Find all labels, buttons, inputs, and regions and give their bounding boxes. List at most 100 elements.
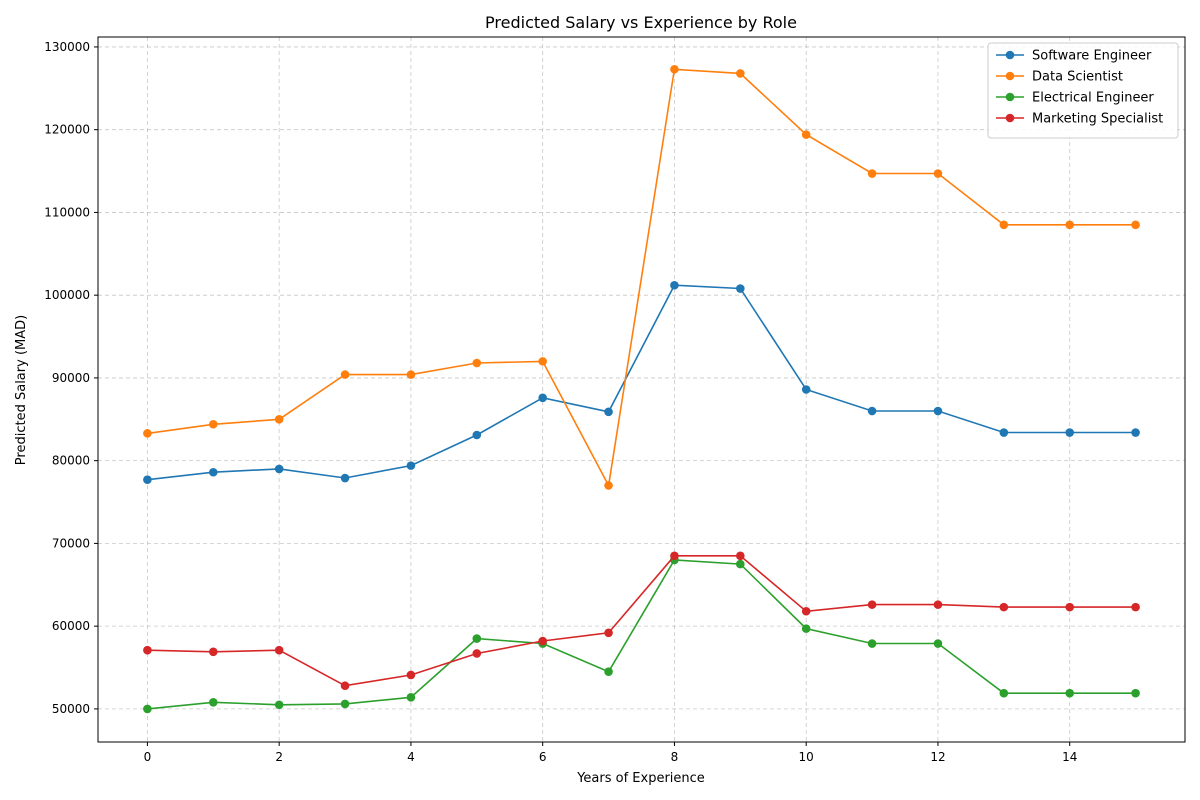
data-point-marketing-specialist (472, 649, 482, 658)
legend-swatch-marker (1005, 50, 1015, 60)
data-point-data-scientist (670, 64, 679, 74)
data-point-software-engineer (274, 464, 284, 474)
data-point-data-scientist (274, 414, 284, 424)
data-point-marketing-specialist (801, 606, 811, 616)
y-tick-label: 70000 (52, 536, 90, 550)
series-marketing-specialist (143, 551, 1140, 691)
data-point-data-scientist (604, 481, 613, 490)
chart-title: Predicted Salary vs Experience by Role (485, 13, 797, 32)
data-point-electrical-engineer (406, 693, 416, 702)
legend-swatch-marker (1005, 92, 1015, 102)
data-point-software-engineer (406, 461, 416, 470)
legend-entry-marketing-specialist: Marketing Specialist (996, 112, 1163, 127)
legend-label: Electrical Engineer (1032, 91, 1154, 106)
y-tick-label: 100000 (44, 288, 90, 302)
x-tick-label: 6 (539, 750, 547, 764)
data-point-electrical-engineer (274, 700, 284, 710)
data-point-marketing-specialist (406, 670, 416, 680)
legend-entry-data-scientist: Data Scientist (996, 70, 1123, 85)
data-point-electrical-engineer (867, 639, 877, 648)
data-point-data-scientist (867, 169, 877, 178)
data-point-electrical-engineer (604, 667, 613, 676)
data-point-electrical-engineer (999, 688, 1009, 698)
legend-swatch-marker (1005, 71, 1015, 81)
data-point-electrical-engineer (801, 624, 811, 633)
series-line-electrical-engineer (147, 559, 1136, 710)
data-point-electrical-engineer (208, 697, 218, 707)
data-point-software-engineer (340, 473, 350, 483)
data-point-software-engineer (801, 385, 811, 394)
data-point-data-scientist (340, 370, 350, 379)
data-point-software-engineer (604, 407, 613, 417)
x-axis-label: Years of Experience (576, 771, 705, 786)
data-point-software-engineer (867, 406, 877, 416)
data-point-marketing-specialist (1065, 602, 1075, 612)
data-point-electrical-engineer (143, 704, 152, 714)
y-tick-label: 60000 (52, 619, 90, 633)
data-point-data-scientist (801, 130, 811, 139)
data-point-data-scientist (1131, 220, 1140, 230)
legend: Software Engineer Data Scientist Electrica… (987, 42, 1179, 139)
data-point-software-engineer (472, 430, 482, 440)
data-point-software-engineer (670, 280, 679, 290)
data-point-marketing-specialist (999, 602, 1009, 612)
data-point-marketing-specialist (867, 600, 877, 609)
series-line-data-scientist (147, 68, 1136, 488)
series-group (143, 64, 1140, 714)
data-point-software-engineer (1131, 428, 1140, 437)
data-point-data-scientist (999, 220, 1009, 230)
data-point-software-engineer (933, 406, 943, 416)
data-point-marketing-specialist (670, 551, 679, 561)
data-point-electrical-engineer (472, 634, 482, 643)
data-point-data-scientist (538, 357, 547, 366)
data-point-marketing-specialist (208, 647, 218, 657)
data-point-electrical-engineer (1065, 688, 1075, 698)
grid (98, 37, 1185, 742)
plot-frame (97, 36, 1186, 743)
data-point-software-engineer (143, 475, 152, 484)
data-point-data-scientist (208, 419, 218, 429)
x-tick-label: 10 (799, 750, 814, 764)
series-software-engineer (143, 280, 1140, 484)
y-tick-label: 50000 (52, 702, 90, 716)
data-point-software-engineer (736, 284, 745, 293)
data-point-marketing-specialist (1131, 602, 1140, 612)
legend-label: Software Engineer (1032, 49, 1152, 64)
x-tick-label: 4 (407, 750, 415, 764)
data-point-data-scientist (472, 358, 482, 368)
ticks: 0 2 4 6 8 10 12 14 50000 60000 70000 80000 90000 1000… (44, 40, 1077, 764)
y-tick-label: 110000 (44, 205, 90, 219)
data-point-marketing-specialist (604, 628, 613, 638)
data-point-software-engineer (1065, 428, 1075, 437)
y-tick-label: 90000 (52, 371, 90, 385)
data-point-software-engineer (538, 393, 547, 403)
data-point-marketing-specialist (143, 645, 152, 655)
data-point-software-engineer (208, 467, 218, 477)
data-point-marketing-specialist (933, 600, 943, 609)
x-tick-label: 12 (930, 750, 945, 764)
legend-entry-electrical-engineer: Electrical Engineer (996, 91, 1154, 106)
data-point-data-scientist (736, 69, 745, 78)
series-electrical-engineer (143, 555, 1140, 714)
data-point-software-engineer (999, 428, 1009, 437)
data-point-data-scientist (143, 429, 152, 438)
y-tick-label: 80000 (52, 454, 90, 468)
data-point-marketing-specialist (274, 645, 284, 655)
y-tick-label: 120000 (44, 123, 90, 137)
x-tick-label: 8 (671, 750, 679, 764)
data-point-electrical-engineer (340, 699, 350, 709)
series-line-marketing-specialist (147, 554, 1136, 687)
x-tick-label: 14 (1062, 750, 1077, 764)
y-axis-label: Predicted Salary (MAD) (14, 315, 29, 465)
legend-entry-software-engineer: Software Engineer (996, 49, 1152, 64)
series-data-scientist (143, 64, 1140, 490)
data-point-electrical-engineer (1131, 688, 1140, 698)
y-tick-label: 130000 (44, 40, 90, 54)
data-point-electrical-engineer (933, 639, 943, 648)
series-line-software-engineer (147, 284, 1136, 481)
x-tick-label: 2 (275, 750, 283, 764)
data-point-data-scientist (933, 169, 943, 178)
data-point-marketing-specialist (736, 551, 745, 561)
legend-box (987, 42, 1179, 139)
data-point-marketing-specialist (538, 636, 547, 646)
